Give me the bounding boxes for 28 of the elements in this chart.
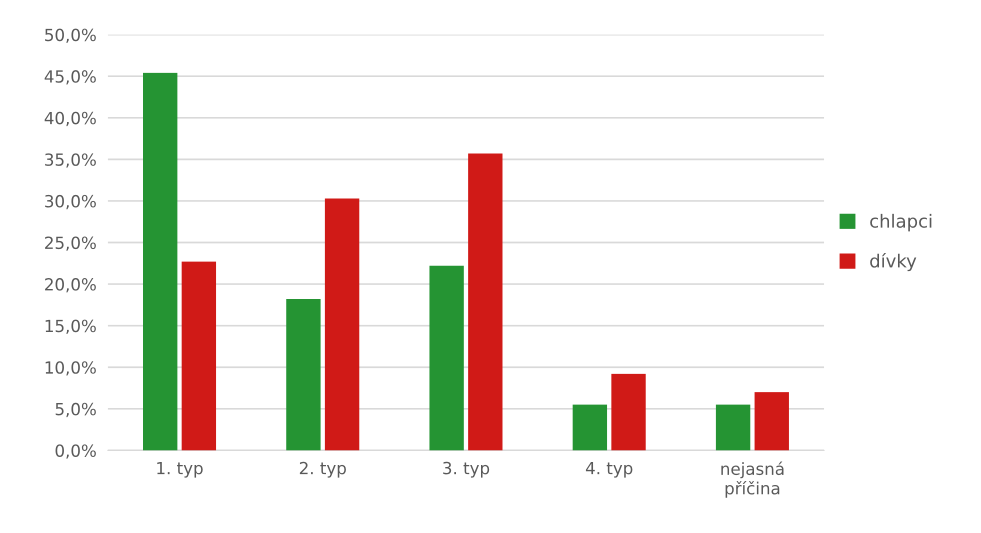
y-tick-label: 20,0% xyxy=(45,278,96,292)
legend-label: dívky xyxy=(870,252,916,272)
y-tick-label: 45,0% xyxy=(44,70,96,84)
y-tick-label: 10,0% xyxy=(46,361,96,376)
x-tick-label: nejasná příčina xyxy=(721,461,784,498)
bar xyxy=(716,404,750,450)
bar xyxy=(182,262,216,450)
bar xyxy=(429,266,464,450)
y-tick-label: 15,0% xyxy=(46,320,96,334)
bar xyxy=(468,154,502,450)
y-tick-label: 5,0% xyxy=(56,402,96,418)
x-tick-label: 1. typ xyxy=(157,462,203,478)
y-tick-label: 0,0% xyxy=(56,444,96,459)
y-tick-label: 50,0% xyxy=(45,28,96,43)
x-tick-label: 3. typ xyxy=(443,462,490,478)
bar xyxy=(143,72,178,450)
bar xyxy=(754,392,789,450)
x-tick-label: 2. typ xyxy=(300,462,346,478)
y-tick-label: 35,0% xyxy=(45,153,96,168)
x-tick-label: 4. typ xyxy=(586,462,632,478)
y-tick-label: 25,0% xyxy=(45,236,96,251)
legend-label: chlapci xyxy=(870,214,932,232)
bar xyxy=(572,404,608,450)
bar xyxy=(286,299,321,450)
y-tick-label: 30,0% xyxy=(45,194,96,210)
bar xyxy=(324,198,360,450)
y-tick-label: 40,0% xyxy=(44,112,96,126)
bar xyxy=(611,374,646,450)
